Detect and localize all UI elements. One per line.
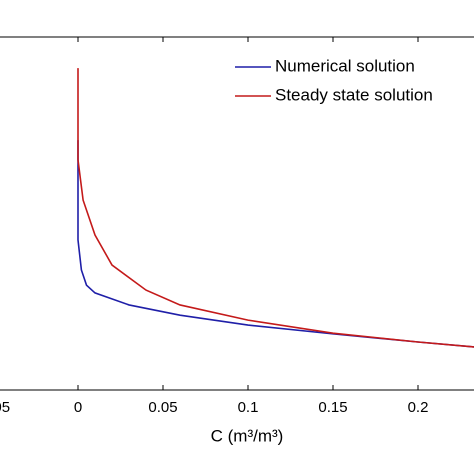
x-axis-label: C (m³/m³) [211, 426, 284, 445]
x-tick-label: 0.05 [148, 399, 177, 416]
legend-label: Numerical solution [275, 56, 415, 75]
x-tick-label: 0.2 [408, 399, 429, 416]
legend-label: Steady state solution [275, 85, 433, 104]
x-tick-label: 0 [74, 399, 82, 416]
x-tick-label: -0.05 [0, 399, 10, 416]
x-tick-label: 0.1 [238, 399, 259, 416]
line-series [77, 140, 474, 348]
x-tick-label: 0.15 [318, 399, 347, 416]
line-series [77, 68, 474, 348]
